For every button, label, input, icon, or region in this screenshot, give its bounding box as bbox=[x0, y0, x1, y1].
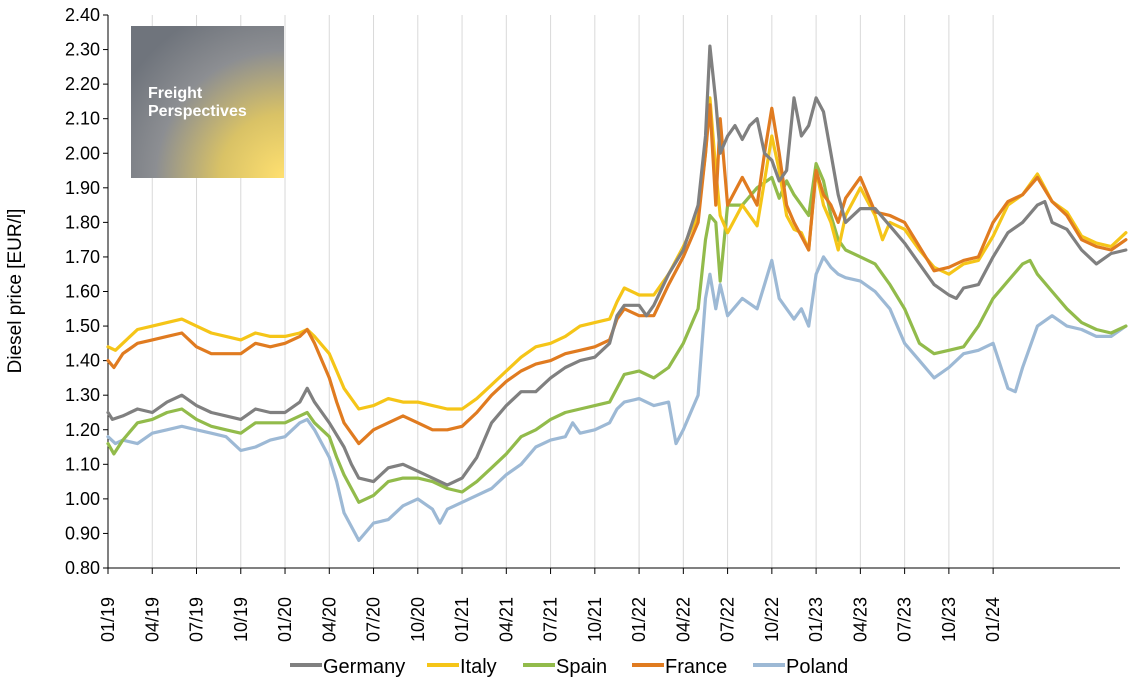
x-tick-label: 07/21 bbox=[541, 597, 561, 642]
y-tick-label: 2.40 bbox=[65, 5, 100, 25]
y-tick-label: 0.90 bbox=[65, 523, 100, 543]
series-line-france bbox=[106, 103, 1128, 446]
x-tick-label: 10/20 bbox=[408, 597, 428, 642]
y-tick-label: 1.40 bbox=[65, 351, 100, 371]
x-tick-label: 01/21 bbox=[452, 597, 472, 642]
y-tick-label: 1.10 bbox=[65, 454, 100, 474]
y-tick-label: 1.90 bbox=[65, 178, 100, 198]
x-tick-label: 10/19 bbox=[231, 597, 251, 642]
y-tick-label: 2.00 bbox=[65, 143, 100, 163]
legend-label-italy: Italy bbox=[460, 656, 497, 678]
series-lines bbox=[106, 44, 1128, 542]
x-tick-label: 10/22 bbox=[762, 597, 782, 642]
y-axis-label: Diesel price [EUR/l] bbox=[5, 209, 26, 374]
y-tick-label: 1.00 bbox=[65, 489, 100, 509]
y-tick-label: 1.80 bbox=[65, 212, 100, 232]
y-tick-label: 1.20 bbox=[65, 420, 100, 440]
x-tick-label: 01/19 bbox=[98, 597, 118, 642]
x-tick-label: 07/20 bbox=[364, 597, 384, 642]
logo-text-line1: Freight bbox=[148, 85, 203, 102]
y-tick-label: 1.70 bbox=[65, 247, 100, 267]
x-tick-label: 01/22 bbox=[629, 597, 649, 642]
grid-lines bbox=[107, 15, 994, 568]
x-tick-label: 01/20 bbox=[275, 597, 295, 642]
y-tick-labels: 0.80 0.90 1.00 1.10 1.20 1.30 1.40 1.50 1.60 1.70… bbox=[65, 5, 100, 578]
y-tick-label: 0.80 bbox=[65, 558, 100, 578]
logo-text-line2: Perspectives bbox=[148, 103, 247, 120]
x-tick-labels: 01/19 04/19 07/19 10/19 01/20 04/20 07/20 10/20… bbox=[98, 597, 1003, 642]
legend-label-spain: Spain bbox=[556, 656, 607, 678]
x-tick-label: 10/23 bbox=[939, 597, 959, 642]
x-tick-label: 04/20 bbox=[319, 597, 339, 642]
x-tick-label: 07/19 bbox=[187, 597, 207, 642]
freight-perspectives-logo: Freight Perspectives bbox=[131, 26, 284, 178]
y-tick-label: 1.50 bbox=[65, 316, 100, 336]
y-tick-label: 1.60 bbox=[65, 282, 100, 302]
x-tick-label: 04/23 bbox=[850, 597, 870, 642]
x-tick-label: 07/23 bbox=[895, 597, 915, 642]
legend-label-germany: Germany bbox=[323, 656, 405, 678]
y-tick-label: 2.10 bbox=[65, 109, 100, 129]
x-tick-label: 01/24 bbox=[983, 597, 1003, 642]
y-tick-label: 2.30 bbox=[65, 40, 100, 60]
legend-label-france: France bbox=[665, 656, 727, 678]
logo-background bbox=[131, 26, 284, 178]
legend: Germany Italy Spain France Poland bbox=[290, 656, 848, 678]
x-tick-label: 04/22 bbox=[673, 597, 693, 642]
y-tick-label: 2.20 bbox=[65, 74, 100, 94]
series-line-poland bbox=[106, 255, 1128, 542]
x-tick-label: 04/19 bbox=[142, 597, 162, 642]
x-tick-label: 10/21 bbox=[585, 597, 605, 642]
x-tick-label: 07/22 bbox=[718, 597, 738, 642]
y-tick-label: 1.30 bbox=[65, 385, 100, 405]
series-line-germany bbox=[106, 44, 1128, 487]
x-tick-label: 01/23 bbox=[806, 597, 826, 642]
series-line-spain bbox=[106, 162, 1128, 504]
x-tick-label: 04/21 bbox=[496, 597, 516, 642]
axes bbox=[103, 14, 1120, 574]
legend-label-poland: Poland bbox=[786, 656, 848, 678]
